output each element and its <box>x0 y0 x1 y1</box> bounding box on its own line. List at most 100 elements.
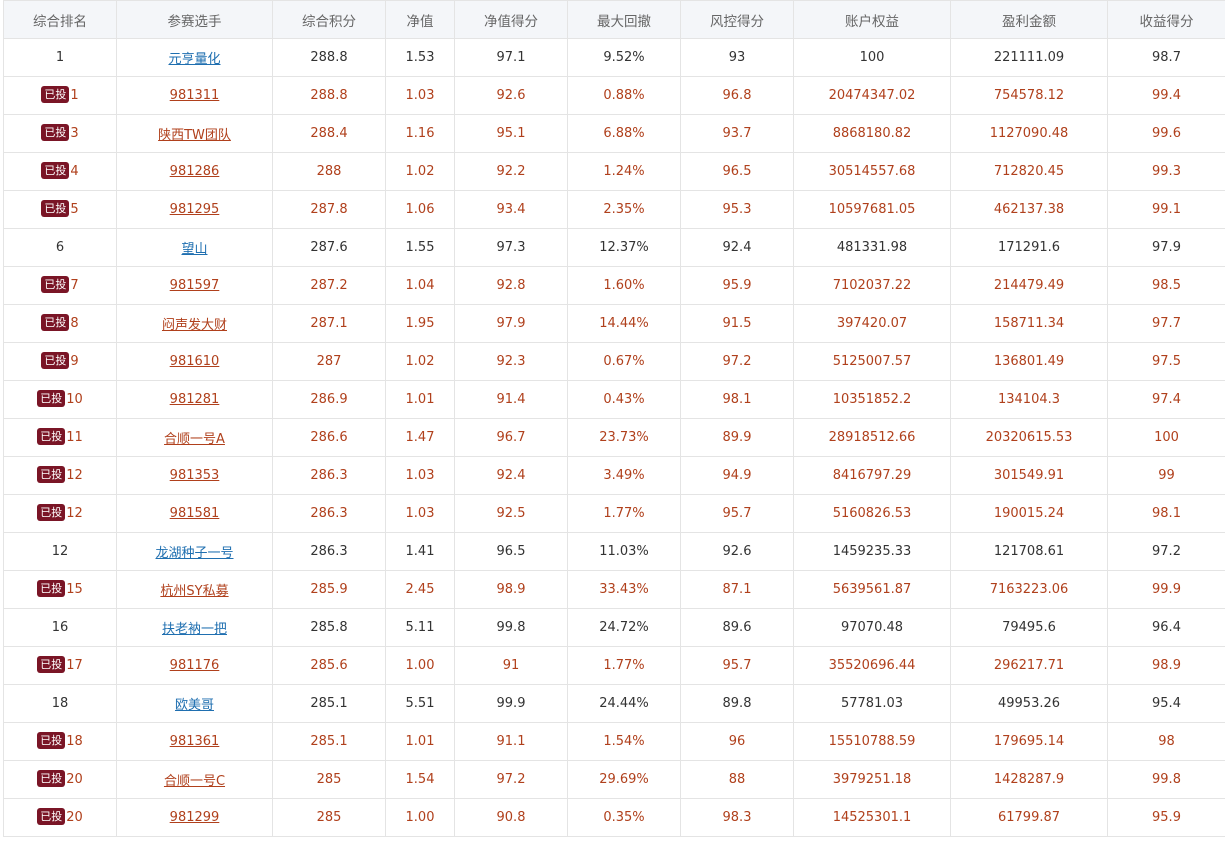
player-link[interactable]: 981597 <box>169 278 220 293</box>
max-drawdown-cell: 1.54% <box>567 722 681 761</box>
player-link[interactable]: 981295 <box>169 202 220 217</box>
nav-score-cell: 97.3 <box>454 228 568 267</box>
player-link[interactable]: 合顺一号C <box>163 774 226 789</box>
player-link[interactable]: 闷声发大财 <box>161 318 227 333</box>
table-row: 已投 7 981597 287.2 1.04 92.8 1.60% 95.9 7102037.2… <box>3 266 1225 305</box>
rank-number: 6 <box>55 240 65 255</box>
return-score-cell: 98.1 <box>1107 494 1225 533</box>
risk-score-cell: 87.1 <box>680 570 794 609</box>
player-link[interactable]: 981610 <box>169 354 220 369</box>
return-score-cell: 98.9 <box>1107 646 1225 685</box>
player-link[interactable]: 欧美哥 <box>174 698 214 713</box>
player-link[interactable]: 981286 <box>169 164 220 179</box>
player-link[interactable]: 981361 <box>169 734 220 749</box>
return-score-cell: 97.5 <box>1107 342 1225 381</box>
nav-score-cell: 92.4 <box>454 456 568 495</box>
return-score-cell: 99.6 <box>1107 114 1225 153</box>
score-cell: 287.6 <box>272 228 386 267</box>
max-drawdown-cell: 2.35% <box>567 190 681 229</box>
player-link[interactable]: 望山 <box>181 242 208 257</box>
rank-cell: 已投 12 <box>3 494 117 533</box>
equity-cell: 14525301.1 <box>793 798 951 837</box>
rank-cell: 已投 12 <box>3 456 117 495</box>
player-link[interactable]: 元亨量化 <box>168 52 221 67</box>
player-link[interactable]: 981581 <box>169 506 220 521</box>
risk-score-cell: 89.6 <box>680 608 794 647</box>
risk-score-cell: 96.8 <box>680 76 794 115</box>
player-link[interactable]: 981281 <box>169 392 220 407</box>
rank-cell: 16 <box>3 608 117 647</box>
col-header-player: 参赛选手 <box>116 0 273 39</box>
rank-cell: 18 <box>3 684 117 723</box>
player-cell: 欧美哥 <box>116 684 273 723</box>
player-link[interactable]: 981299 <box>169 810 220 825</box>
ranking-table: 综合排名 参赛选手 综合积分 净值 净值得分 最大回撤 风控得分 账户权益 盈利… <box>3 0 1225 837</box>
rank-cell: 已投 3 <box>3 114 117 153</box>
table-row: 已投 11 合顺一号A 286.6 1.47 96.7 23.73% 89.9 28918512… <box>3 418 1225 457</box>
nav-cell: 1.55 <box>385 228 455 267</box>
player-link[interactable]: 陕西TW团队 <box>158 128 231 143</box>
player-cell: 981361 <box>116 722 273 761</box>
player-link[interactable]: 981311 <box>169 88 220 103</box>
col-header-equity: 账户权益 <box>793 0 951 39</box>
risk-score-cell: 95.7 <box>680 646 794 685</box>
rank-number: 16 <box>51 620 69 635</box>
rank-cell: 已投 4 <box>3 152 117 191</box>
player-link[interactable]: 龙湖种子一号 <box>155 546 234 561</box>
max-drawdown-cell: 29.69% <box>567 760 681 799</box>
nav-score-cell: 96.7 <box>454 418 568 457</box>
max-drawdown-cell: 11.03% <box>567 532 681 571</box>
rank-number: 17 <box>66 658 83 673</box>
equity-cell: 10351852.2 <box>793 380 951 419</box>
player-cell: 981610 <box>116 342 273 381</box>
table-row: 已投 15 杭州SY私募 285.9 2.45 98.9 33.43% 87.1 5639561… <box>3 570 1225 609</box>
invested-badge: 已投 <box>41 124 70 141</box>
nav-cell: 1.00 <box>385 798 455 837</box>
score-cell: 287.1 <box>272 304 386 343</box>
player-cell: 981281 <box>116 380 273 419</box>
rank-number: 12 <box>51 544 69 559</box>
return-score-cell: 95.9 <box>1107 798 1225 837</box>
player-link[interactable]: 合顺一号A <box>164 432 225 447</box>
max-drawdown-cell: 14.44% <box>567 304 681 343</box>
rank-cell: 已投 20 <box>3 798 117 837</box>
nav-cell: 1.01 <box>385 722 455 761</box>
equity-cell: 8868180.82 <box>793 114 951 153</box>
score-cell: 286.3 <box>272 456 386 495</box>
player-cell: 981295 <box>116 190 273 229</box>
rank-number: 11 <box>66 430 83 445</box>
nav-cell: 1.47 <box>385 418 455 457</box>
risk-score-cell: 96 <box>680 722 794 761</box>
return-score-cell: 97.9 <box>1107 228 1225 267</box>
rank-cell: 1 <box>3 38 117 77</box>
profit-cell: 179695.14 <box>950 722 1108 761</box>
equity-cell: 5639561.87 <box>793 570 951 609</box>
nav-score-cell: 91 <box>454 646 568 685</box>
player-link[interactable]: 杭州SY私募 <box>160 584 229 599</box>
score-cell: 286.3 <box>272 532 386 571</box>
col-header-risk-score: 风控得分 <box>680 0 794 39</box>
profit-cell: 49953.26 <box>950 684 1108 723</box>
player-link[interactable]: 981176 <box>169 658 220 673</box>
score-cell: 286.9 <box>272 380 386 419</box>
score-cell: 285 <box>272 798 386 837</box>
score-cell: 288.4 <box>272 114 386 153</box>
player-cell: 望山 <box>116 228 273 267</box>
profit-cell: 121708.61 <box>950 532 1108 571</box>
rank-number: 3 <box>70 126 79 141</box>
nav-cell: 1.03 <box>385 456 455 495</box>
col-header-profit: 盈利金额 <box>950 0 1108 39</box>
nav-score-cell: 92.3 <box>454 342 568 381</box>
nav-score-cell: 92.2 <box>454 152 568 191</box>
profit-cell: 214479.49 <box>950 266 1108 305</box>
player-link[interactable]: 扶老衲一把 <box>161 622 227 637</box>
player-cell: 杭州SY私募 <box>116 570 273 609</box>
player-cell: 元亨量化 <box>116 38 273 77</box>
table-row: 已投 5 981295 287.8 1.06 93.4 2.35% 95.3 10597681.… <box>3 190 1225 229</box>
table-row: 已投 18 981361 285.1 1.01 91.1 1.54% 96 15510788.5… <box>3 722 1225 761</box>
header-row: 综合排名 参赛选手 综合积分 净值 净值得分 最大回撤 风控得分 账户权益 盈利… <box>3 0 1225 39</box>
invested-badge: 已投 <box>37 428 66 445</box>
player-cell: 981597 <box>116 266 273 305</box>
player-link[interactable]: 981353 <box>169 468 220 483</box>
return-score-cell: 97.2 <box>1107 532 1225 571</box>
